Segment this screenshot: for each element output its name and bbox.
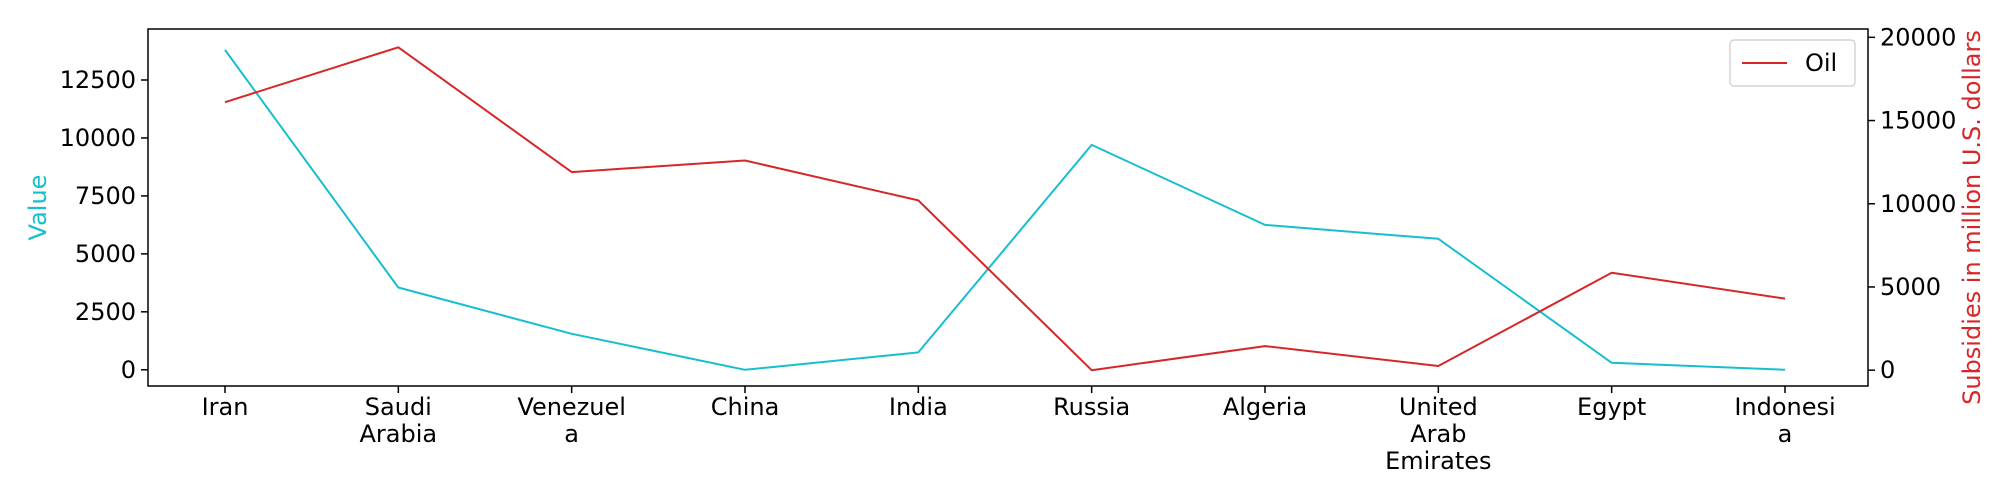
legend-label: Oil [1805,49,1837,77]
plot-frame [147,28,1869,387]
left-y-tick-label: 10000 [60,124,136,152]
left-y-tick-label: 5000 [75,240,136,268]
right-axis-title: Subsidies in million U.S. dollars [1958,30,1986,405]
left-y-tick-label: 2500 [75,298,136,326]
left-y-tick-label: 7500 [75,182,136,210]
x-tick-label: Iran [202,393,249,421]
legend-box [1729,39,1856,87]
left-axis-title: Value [24,175,52,241]
x-tick-label: Venezuel a [517,393,626,448]
axes-layer: Iran Saudi Arabia Venezuel a China India Russia… [60,23,1957,475]
right-y-tick-label: 0 [1880,356,1895,384]
right-y-tick-label: 15000 [1880,107,1956,135]
right-y-tick-label: 5000 [1880,273,1941,301]
series-layer [224,46,1786,372]
x-tick-label: China [711,393,780,421]
right-y-tick-label: 10000 [1880,190,1956,218]
left-y-tick-label: 12500 [60,66,136,94]
x-tick-label: Egypt [1577,393,1646,421]
x-tick-label: Russia [1053,393,1130,421]
x-tick-label: India [889,393,948,421]
right-y-tick-label: 20000 [1880,23,1956,51]
left-y-tick-label: 0 [121,356,136,384]
x-tick-label: Algeria [1223,393,1307,421]
x-tick-label: Indonesi a [1734,393,1835,448]
series-line-oil [224,46,1786,372]
series-line-value [224,49,1786,371]
x-tick-label: United Arab Emirates [1385,393,1491,475]
x-tick-label: Saudi Arabia [360,393,438,448]
legend: Oil [1729,39,1856,87]
